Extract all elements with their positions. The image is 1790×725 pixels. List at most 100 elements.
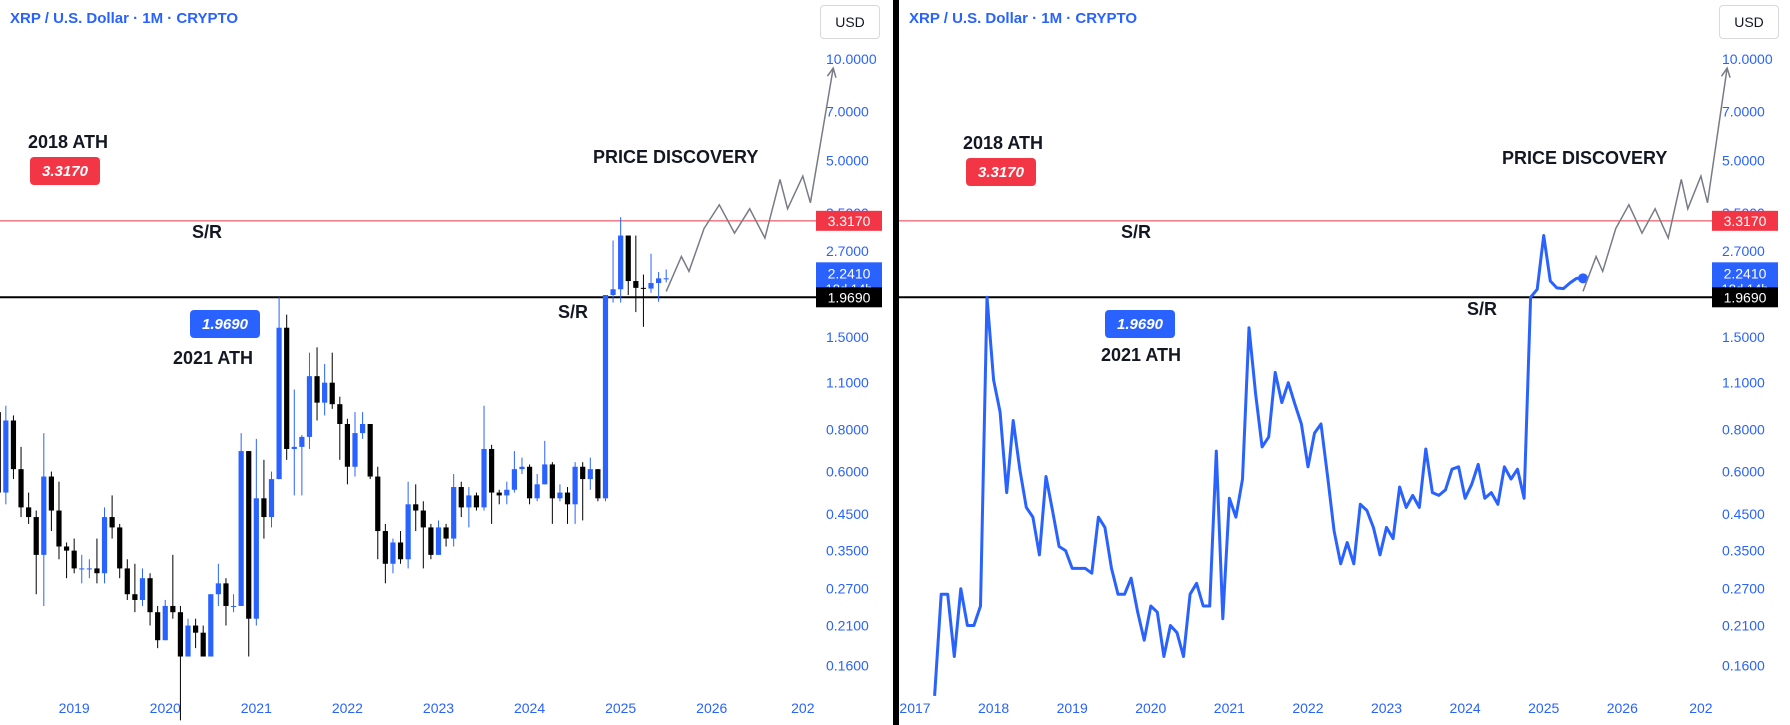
candle-body [132, 594, 138, 600]
candle-body [382, 531, 388, 564]
candle-body [367, 423, 373, 477]
currency-button[interactable]: USD [820, 5, 880, 39]
candle-body [124, 568, 130, 595]
candle-body [3, 420, 9, 493]
x-tick-label: 202 [791, 700, 815, 716]
y-tick-label: 0.2700 [826, 581, 869, 597]
candle-body [208, 594, 214, 657]
x-tick-label: 2022 [332, 700, 363, 716]
candle-body [542, 464, 548, 485]
candle-body [397, 542, 404, 560]
candle-body [246, 451, 252, 619]
candle-body [314, 376, 320, 403]
candle-body [291, 446, 297, 449]
line-chart[interactable]: 10.00007.00005.00003.50002.70001.50001.1… [899, 0, 1790, 725]
x-tick-label: 2025 [1528, 700, 1559, 716]
support-price-tag [1712, 287, 1778, 308]
x-tick-label: 2023 [1371, 700, 1402, 716]
candle-body [481, 448, 487, 508]
candle-body [580, 466, 586, 480]
resistance-price: 3.3170 [1724, 213, 1767, 229]
y-tick-label: 10.0000 [1722, 51, 1773, 67]
currency-button[interactable]: USD [1719, 5, 1779, 39]
panel-divider[interactable] [893, 0, 899, 725]
x-tick-label: 2026 [696, 700, 727, 716]
candle-body [306, 376, 313, 437]
sr-lower-label: S/R [1467, 299, 1497, 319]
y-tick-label: 0.8000 [1722, 421, 1765, 437]
candle-body [170, 605, 176, 613]
candle-body [185, 625, 191, 657]
candle-body [284, 327, 290, 449]
candle-body [10, 420, 17, 470]
support-price: 1.9690 [1724, 289, 1767, 305]
candle-body [41, 476, 47, 555]
candle-body [572, 466, 578, 505]
price-line [933, 234, 1584, 696]
candle-body [230, 605, 237, 607]
y-tick-label: 0.6000 [826, 464, 869, 480]
y-tick-label: 1.1000 [826, 375, 869, 391]
candle-body [511, 469, 517, 490]
candle-body [451, 487, 457, 539]
symbol-title[interactable]: XRP / U.S. Dollar · 1M · CRYPTO [10, 10, 239, 27]
last-price-dot [1578, 273, 1589, 284]
candle-body [0, 412, 1, 493]
support-price-tag [816, 287, 882, 308]
right-chart-panel: XRP / U.S. Dollar · 1M · CRYPTO USD 10.0… [899, 0, 1790, 725]
x-tick-label: 2020 [1135, 700, 1166, 716]
candle-body [177, 612, 184, 657]
candle-body [519, 466, 525, 470]
candle-body [375, 476, 381, 532]
projection-path [665, 67, 834, 292]
candle-body [557, 492, 563, 499]
candle-body [602, 295, 609, 499]
ath-2021-label: 2021 ATH [173, 348, 253, 368]
y-tick-label: 0.2100 [826, 618, 869, 634]
x-tick-label: 2022 [1292, 700, 1323, 716]
y-tick-label: 0.3500 [1722, 543, 1765, 559]
y-tick-label: 1.1000 [1722, 375, 1765, 391]
candle-body [504, 489, 510, 496]
sr-upper-label: S/R [1121, 222, 1151, 242]
ath-2018-price: 3.3170 [978, 164, 1025, 181]
candle-body [215, 583, 221, 595]
candle-body [656, 278, 662, 284]
candle-body [261, 498, 267, 518]
y-tick-label: 2.7000 [1722, 243, 1765, 259]
candle-body [633, 281, 639, 288]
left-chart-panel: XRP / U.S. Dollar · 1M · CRYPTO USD 10.0… [0, 0, 893, 725]
candle-body [56, 510, 62, 547]
candle-body [200, 632, 206, 657]
y-tick-label: 5.0000 [826, 153, 869, 169]
candle-body [101, 517, 108, 574]
candle-body [109, 517, 115, 528]
x-tick-label: 202 [1689, 700, 1713, 716]
candle-body [48, 476, 54, 511]
candle-body [139, 578, 146, 600]
y-tick-label: 10.0000 [826, 51, 877, 67]
candle-body [648, 283, 654, 289]
y-tick-label: 1.5000 [1722, 329, 1765, 345]
symbol-title[interactable]: XRP / U.S. Dollar · 1M · CRYPTO [909, 10, 1138, 27]
y-tick-label: 0.1600 [1722, 657, 1765, 673]
candle-body [33, 517, 39, 555]
x-tick-label: 2019 [59, 700, 90, 716]
candle-body [473, 495, 480, 508]
candle-body [299, 436, 305, 447]
candle-body [86, 568, 92, 570]
candle-body [390, 542, 396, 564]
price-discovery-label: PRICE DISCOVERY [1502, 148, 1667, 168]
candle-body [337, 404, 343, 424]
candle-body [458, 487, 464, 508]
candlestick-chart[interactable]: 10.00007.00005.00003.50002.70001.50001.1… [0, 0, 893, 725]
candle-body [466, 495, 472, 508]
x-tick-label: 2024 [1450, 700, 1481, 716]
resistance-price-tag [816, 210, 882, 231]
ath-2021-label: 2021 ATH [1101, 345, 1181, 365]
y-tick-label: 2.7000 [826, 243, 869, 259]
ath-2018-label: 2018 ATH [28, 132, 108, 152]
ath-2021-price: 1.9690 [202, 316, 249, 333]
candle-body [147, 578, 153, 613]
candle-body [322, 382, 328, 403]
